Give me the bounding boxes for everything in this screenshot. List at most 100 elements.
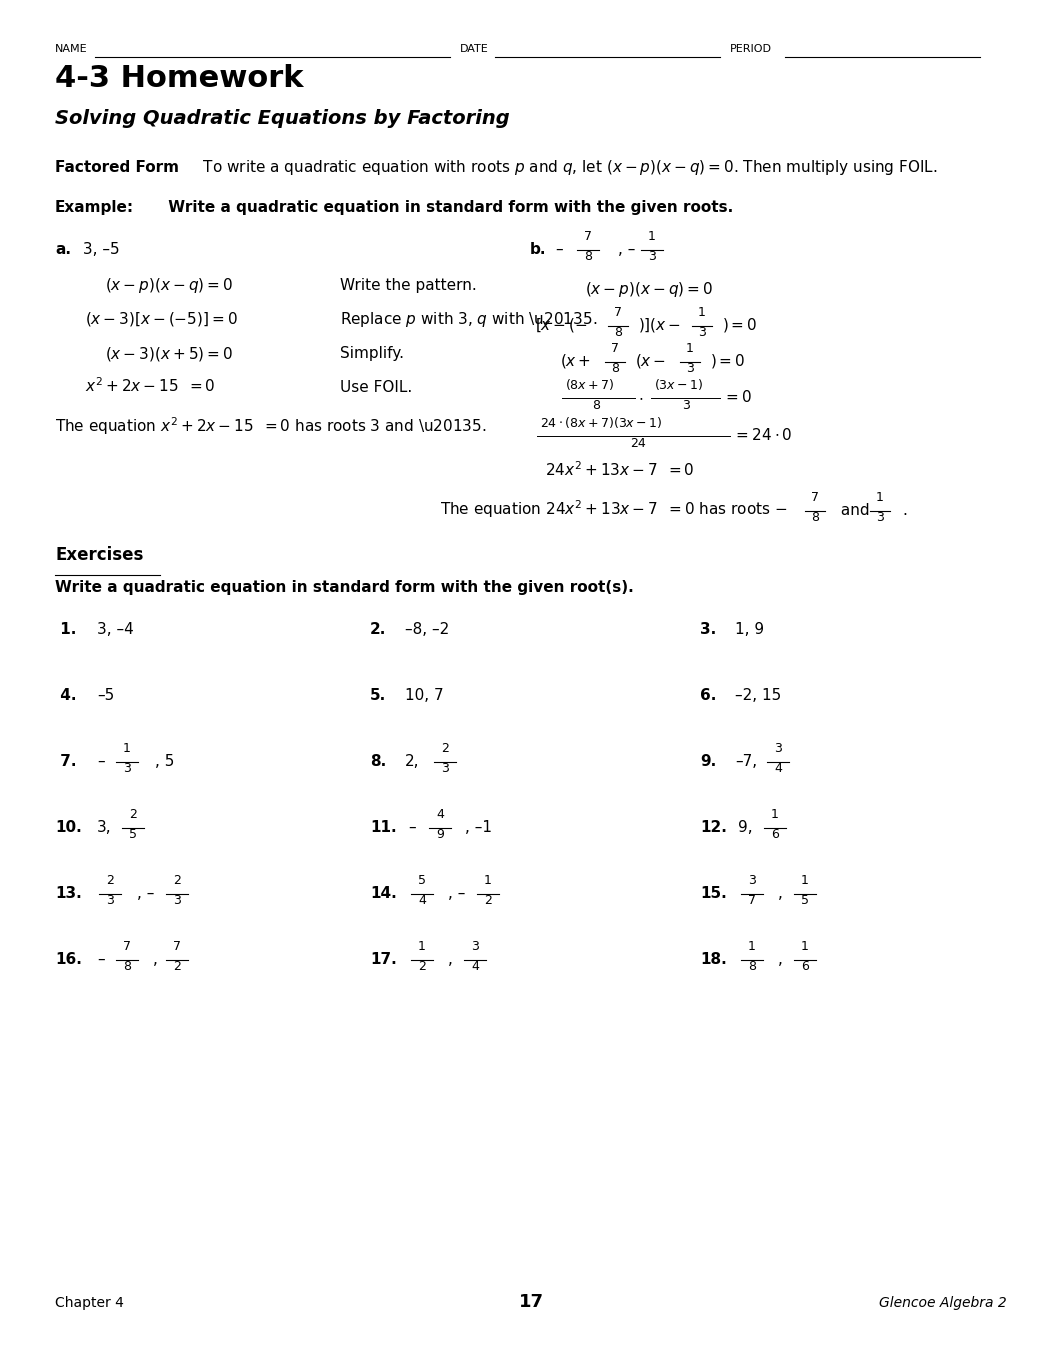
Text: 1, 9: 1, 9 <box>735 622 765 637</box>
Text: 5: 5 <box>801 893 809 907</box>
Text: 5: 5 <box>129 828 137 840</box>
Text: $(x +$: $(x +$ <box>560 353 592 370</box>
Text: 1: 1 <box>484 874 492 887</box>
Text: , 5: , 5 <box>155 755 174 770</box>
Text: 1: 1 <box>771 808 778 821</box>
Text: 3: 3 <box>123 761 131 775</box>
Text: –: – <box>97 755 105 770</box>
Text: a.: a. <box>55 242 71 257</box>
Text: 6: 6 <box>801 960 809 972</box>
Text: ,: , <box>778 887 783 902</box>
Text: 12.: 12. <box>700 820 726 835</box>
Text: 1: 1 <box>123 742 131 755</box>
Text: 7: 7 <box>173 940 181 953</box>
Text: $(x-3)(x+5) = 0$: $(x-3)(x+5) = 0$ <box>105 345 233 362</box>
Text: 3: 3 <box>472 940 479 953</box>
Text: 7: 7 <box>611 342 619 355</box>
Text: $(3x - 1)$: $(3x - 1)$ <box>654 377 703 392</box>
Text: 16.: 16. <box>55 952 82 967</box>
Text: –2, 15: –2, 15 <box>735 688 782 703</box>
Text: , –1: , –1 <box>465 820 492 835</box>
Text: 2: 2 <box>130 808 137 821</box>
Text: –: – <box>555 242 563 257</box>
Text: 5: 5 <box>418 874 426 887</box>
Text: $) = 0$: $) = 0$ <box>722 316 757 335</box>
Text: 8: 8 <box>811 511 819 524</box>
Text: 1: 1 <box>698 306 706 319</box>
Text: Chapter 4: Chapter 4 <box>55 1297 124 1310</box>
Text: $(x-p)(x-q) = 0$: $(x-p)(x-q) = 0$ <box>585 281 713 300</box>
Text: 15.: 15. <box>700 887 726 902</box>
Text: 11.: 11. <box>370 820 396 835</box>
Text: 8: 8 <box>614 326 622 339</box>
Text: 1: 1 <box>648 230 656 242</box>
Text: 1: 1 <box>686 342 693 355</box>
Text: 8: 8 <box>611 362 619 375</box>
Text: PERIOD: PERIOD <box>730 44 772 54</box>
Text: 3: 3 <box>698 326 706 339</box>
Text: 2: 2 <box>173 874 181 887</box>
Text: 3: 3 <box>682 399 690 411</box>
Text: –5: –5 <box>97 688 115 703</box>
Text: 7: 7 <box>811 490 819 504</box>
Text: $x^2 + 2x - 15 \;\;= 0$: $x^2 + 2x - 15 \;\;= 0$ <box>85 376 216 395</box>
Text: 2,: 2, <box>405 755 419 770</box>
Text: 1: 1 <box>876 490 884 504</box>
Text: ,: , <box>153 952 158 967</box>
Text: The equation $24x^2 + 13x - 7 \;\;= 0$ has roots $-$: The equation $24x^2 + 13x - 7 \;\;= 0$ h… <box>440 498 788 520</box>
Text: 7: 7 <box>614 306 622 319</box>
Text: 9: 9 <box>436 828 444 840</box>
Text: 1.: 1. <box>55 622 76 637</box>
Text: –: – <box>97 952 105 967</box>
Text: $[x - (-$: $[x - (-$ <box>535 316 587 335</box>
Text: To write a quadratic equation with roots $p$ and $q$, let $(x-p)(x-q) = 0$. Then: To write a quadratic equation with roots… <box>198 158 938 177</box>
Text: 2.: 2. <box>370 622 387 637</box>
Text: 7: 7 <box>748 893 756 907</box>
Text: 3: 3 <box>748 874 756 887</box>
Text: 5.: 5. <box>370 688 387 703</box>
Text: $\cdot$: $\cdot$ <box>638 390 644 405</box>
Text: 3: 3 <box>876 511 884 524</box>
Text: 4: 4 <box>418 893 426 907</box>
Text: 4: 4 <box>472 960 479 972</box>
Text: Exercises: Exercises <box>55 546 143 564</box>
Text: –8, –2: –8, –2 <box>405 622 449 637</box>
Text: Example:: Example: <box>55 200 134 215</box>
Text: 17.: 17. <box>370 952 397 967</box>
Text: 17: 17 <box>518 1293 544 1312</box>
Text: 3: 3 <box>173 893 181 907</box>
Text: NAME: NAME <box>55 44 88 54</box>
Text: 8: 8 <box>592 399 600 411</box>
Text: 10, 7: 10, 7 <box>405 688 444 703</box>
Text: 24: 24 <box>630 437 646 449</box>
Text: .: . <box>902 503 907 518</box>
Text: 3: 3 <box>441 761 449 775</box>
Text: and: and <box>836 503 874 518</box>
Text: $24 \cdot (8x+7)(3x-1)$: $24 \cdot (8x+7)(3x-1)$ <box>539 415 663 430</box>
Text: 3: 3 <box>686 362 693 375</box>
Text: 2: 2 <box>484 893 492 907</box>
Text: $= 0$: $= 0$ <box>723 390 752 405</box>
Text: 10.: 10. <box>55 820 82 835</box>
Text: 7.: 7. <box>55 755 76 770</box>
Text: 2: 2 <box>441 742 449 755</box>
Text: 2: 2 <box>418 960 426 972</box>
Text: $(x-p)(x-q) = 0$: $(x-p)(x-q) = 0$ <box>105 276 233 296</box>
Text: The equation $x^2 + 2x - 15 \;\;= 0$ has roots 3 and \u20135.: The equation $x^2 + 2x - 15 \;\;= 0$ has… <box>55 415 486 437</box>
Text: 9.: 9. <box>700 755 716 770</box>
Text: ,: , <box>778 952 783 967</box>
Text: 4: 4 <box>436 808 444 821</box>
Text: –7,: –7, <box>735 755 757 770</box>
Text: Simplify.: Simplify. <box>340 346 404 361</box>
Text: 13.: 13. <box>55 887 82 902</box>
Text: 4.: 4. <box>55 688 76 703</box>
Text: b.: b. <box>530 242 547 257</box>
Text: $(8x + 7)$: $(8x + 7)$ <box>565 377 614 392</box>
Text: 1: 1 <box>801 940 809 953</box>
Text: $)](x -$: $)](x -$ <box>638 316 681 335</box>
Text: 2: 2 <box>173 960 181 972</box>
Text: 18.: 18. <box>700 952 726 967</box>
Text: –: – <box>408 820 415 835</box>
Text: 14.: 14. <box>370 887 397 902</box>
Text: 3, –4: 3, –4 <box>97 622 134 637</box>
